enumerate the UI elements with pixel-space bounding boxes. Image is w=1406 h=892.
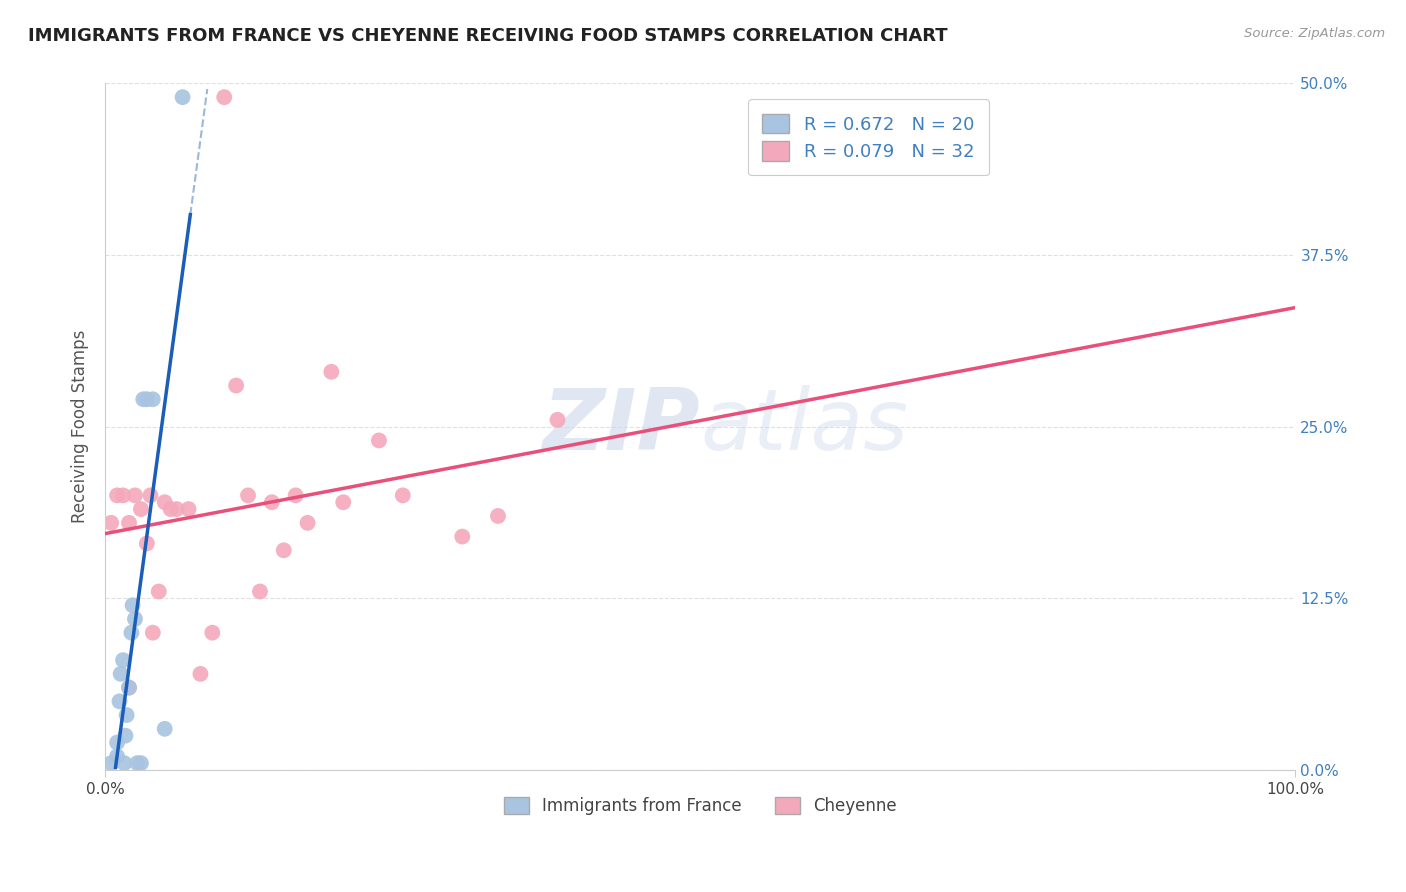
Text: ZIP: ZIP [543,385,700,468]
Point [547,413,569,427]
Point [297,516,319,530]
Point [148,584,170,599]
Point [112,488,135,502]
Point [451,530,474,544]
Point [212,90,235,104]
Point [100,756,122,771]
Point [110,666,132,681]
Point [332,495,354,509]
Point [201,625,224,640]
Point [135,536,157,550]
Point [236,488,259,502]
Point [139,488,162,502]
Point [486,508,509,523]
Text: IMMIGRANTS FROM FRANCE VS CHEYENNE RECEIVING FOOD STAMPS CORRELATION CHART: IMMIGRANTS FROM FRANCE VS CHEYENNE RECEI… [28,27,948,45]
Y-axis label: Receiving Food Stamps: Receiving Food Stamps [72,330,89,524]
Point [105,735,128,749]
Point [172,90,194,104]
Point [142,625,165,640]
Point [159,502,181,516]
Point [273,543,295,558]
Point [225,378,247,392]
Point [249,584,271,599]
Point [105,749,128,764]
Point [118,681,141,695]
Point [121,599,143,613]
Point [129,502,152,516]
Point [153,722,176,736]
Point [115,708,138,723]
Point [100,516,122,530]
Point [124,612,146,626]
Point [190,666,212,681]
Point [105,488,128,502]
Point [142,392,165,407]
Point [177,502,200,516]
Point [118,516,141,530]
Point [112,756,135,771]
Point [132,392,155,407]
Point [368,434,391,448]
Point [166,502,188,516]
Point [108,694,131,708]
Point [127,756,149,771]
Legend: Immigrants from France, Cheyenne: Immigrants from France, Cheyenne [495,789,905,823]
Text: atlas: atlas [700,385,908,468]
Point [120,625,142,640]
Text: Source: ZipAtlas.com: Source: ZipAtlas.com [1244,27,1385,40]
Point [118,681,141,695]
Point [153,495,176,509]
Point [135,392,157,407]
Point [284,488,307,502]
Point [114,729,136,743]
Point [124,488,146,502]
Point [260,495,283,509]
Point [129,756,152,771]
Point [112,653,135,667]
Point [391,488,413,502]
Point [321,365,343,379]
